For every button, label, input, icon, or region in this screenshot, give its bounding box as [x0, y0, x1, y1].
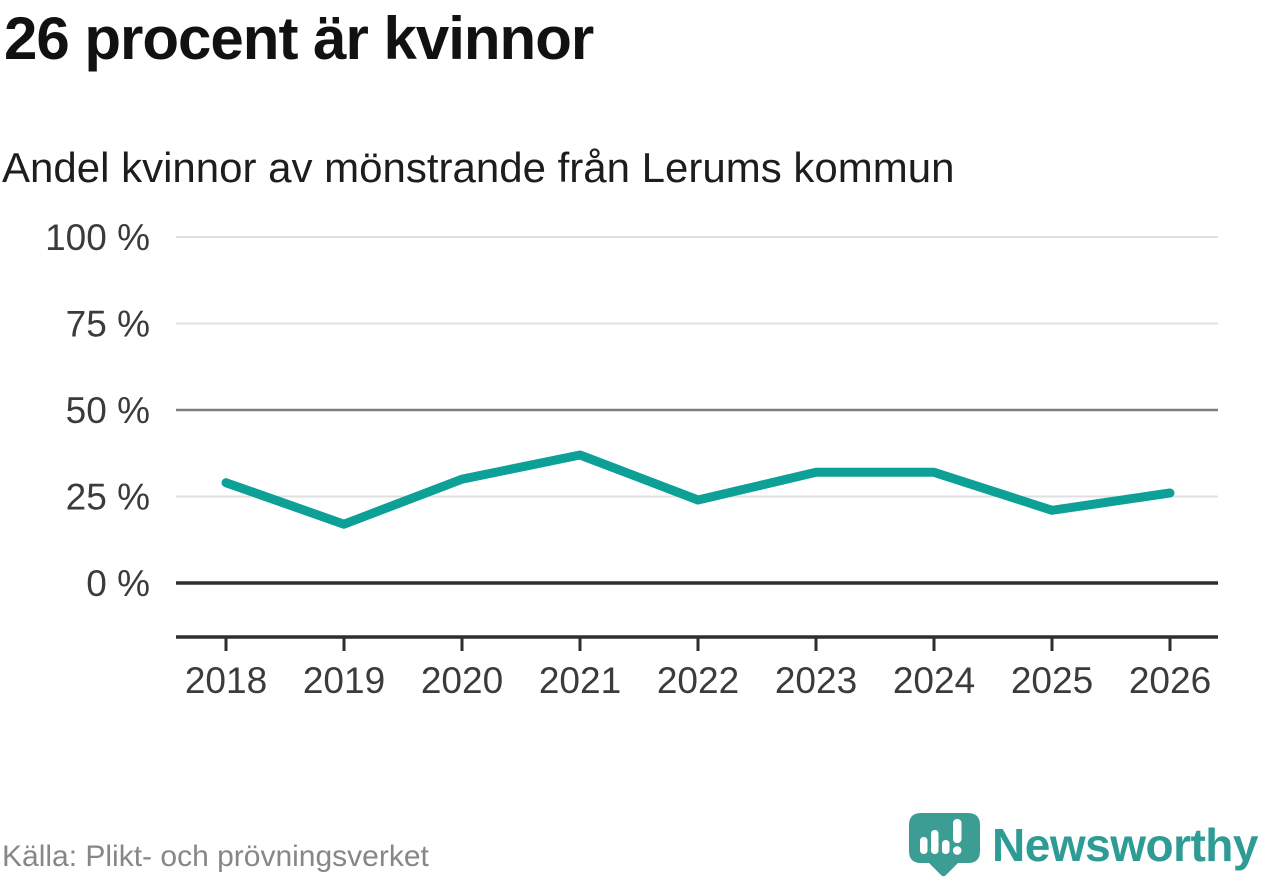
x-tick-label: 2020 [421, 660, 503, 701]
y-tick-label: 75 % [66, 304, 150, 345]
y-tick-label: 0 % [86, 563, 150, 604]
x-tick-label: 2024 [893, 660, 975, 701]
x-axis-labels: 2018 2019 2020 2021 2022 2023 2024 2025 2026 [185, 660, 1211, 701]
brand-lockup: Newsworthy [908, 812, 1258, 878]
brand-name: Newsworthy [992, 819, 1258, 871]
x-tick-label: 2019 [303, 660, 385, 701]
chart-subtitle: Andel kvinnor av mönstrande från Lerums … [2, 144, 955, 191]
x-tick-label: 2025 [1011, 660, 1093, 701]
y-tick-label: 50 % [66, 390, 150, 431]
page-title: 26 procent är kvinnor [4, 5, 594, 72]
x-axis [176, 635, 1218, 651]
y-tick-label: 25 % [66, 477, 150, 518]
y-axis-labels: 100 % 75 % 50 % 25 % 0 % [45, 217, 150, 604]
line-chart: 100 % 75 % 50 % 25 % 0 % 2018 2019 2020 2021 202… [45, 217, 1218, 701]
x-tick-label: 2022 [657, 660, 739, 701]
x-tick-label: 2023 [775, 660, 857, 701]
y-tick-label: 100 % [45, 217, 150, 258]
x-tick-label: 2026 [1129, 660, 1211, 701]
x-tick-label: 2021 [539, 660, 621, 701]
data-line [221, 450, 1175, 529]
x-tick-label: 2018 [185, 660, 267, 701]
data-series [221, 450, 1175, 529]
newsworthy-logo-icon [909, 813, 981, 877]
source-caption: Källa: Plikt- och prövningsverket [2, 840, 429, 873]
gridlines [176, 236, 1218, 585]
